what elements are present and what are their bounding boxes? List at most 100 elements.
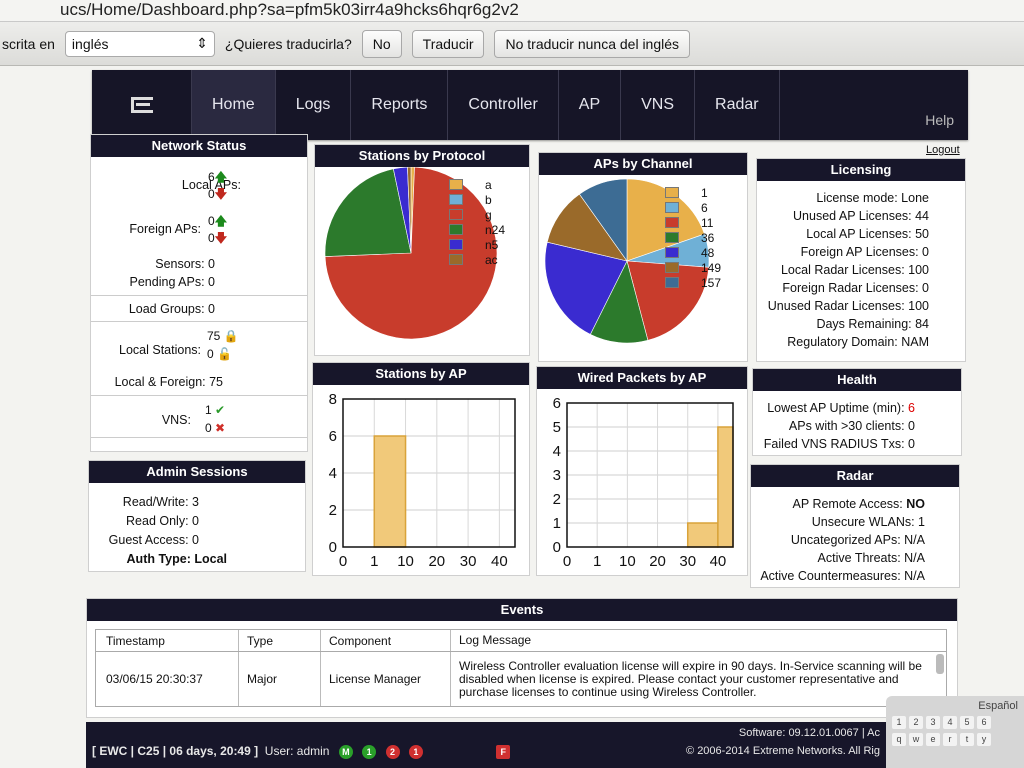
legend-swatch: [449, 209, 463, 220]
legend-item: b: [449, 192, 505, 207]
keyboard-key[interactable]: q: [892, 733, 906, 746]
event-timestamp: 03/06/15 20:30:37: [106, 672, 203, 686]
col-component[interactable]: Component: [320, 630, 450, 651]
foreign-aps-up-count: 0: [208, 214, 215, 228]
address-bar[interactable]: ucs/Home/Dashboard.php?sa=pfm5k03irr4a9h…: [0, 0, 1024, 22]
extreme-logo-icon: [130, 97, 153, 113]
legend-swatch: [449, 179, 463, 190]
legend-item: 6: [665, 200, 721, 215]
keyboard-key[interactable]: r: [943, 733, 957, 746]
logout-link[interactable]: Logout: [926, 144, 960, 156]
uptime-label: Lowest AP Uptime (min):: [767, 401, 905, 415]
wired-packets-title: Wired Packets by AP: [537, 367, 747, 389]
local-stations-locked-count: 75: [207, 329, 221, 343]
indicator-m-icon[interactable]: M: [338, 744, 353, 759]
legend-item: g: [449, 207, 505, 222]
nav-ap[interactable]: AP: [559, 70, 622, 140]
legend-swatch: [449, 254, 463, 265]
lock-icon: 🔒: [223, 329, 239, 343]
foreign-aps-down-count: 0: [208, 231, 215, 245]
events-panel: Events Timestamp Type Component Log Mess…: [86, 598, 958, 718]
clients-value: APs with >30 clients: 0: [788, 419, 915, 433]
sensors-value: Sensors: 0: [155, 257, 215, 271]
scrollbar[interactable]: [936, 654, 944, 674]
software-version: Software: 09.12.01.0067 | Ac: [738, 727, 880, 739]
indicator-red-icon[interactable]: 2: [385, 744, 400, 759]
y-tick-label: 4: [329, 465, 337, 482]
language-select[interactable]: inglés ⇕: [64, 30, 215, 57]
dashboard-page: Home Logs Reports Controller AP VNS Rada…: [0, 66, 1024, 768]
radius-value: Failed VNS RADIUS Txs: 0: [763, 437, 915, 451]
indicator-alert-icon[interactable]: 1: [408, 744, 423, 759]
table-row[interactable]: 03/06/15 20:30:37 Major License Manager …: [96, 652, 946, 706]
keyboard-key[interactable]: 4: [943, 716, 957, 729]
pie-slice-ac: [407, 167, 412, 254]
translate-button[interactable]: Traducir: [411, 29, 485, 58]
keyboard-key[interactable]: w: [909, 733, 923, 746]
x-tick-label: 0: [563, 553, 571, 570]
nav-logs[interactable]: Logs: [276, 70, 352, 140]
x-tick-label: 20: [649, 553, 666, 570]
keyboard-key[interactable]: 1: [892, 716, 906, 729]
flag-icon[interactable]: F: [496, 744, 511, 759]
keyboard-key[interactable]: 5: [960, 716, 974, 729]
nav-controller[interactable]: Controller: [448, 70, 559, 140]
keyboard-key[interactable]: y: [977, 733, 991, 746]
keyboard-key[interactable]: 2: [909, 716, 923, 729]
no-button[interactable]: No: [361, 29, 402, 58]
license-row: Local Radar Licenses: 100: [780, 263, 929, 277]
read-write-value: Read/Write: 3: [122, 495, 199, 509]
legend-item: 149: [665, 260, 721, 275]
radar-panel: Radar AP Remote Access: NO Unsecure WLAN…: [750, 464, 960, 588]
pie-slice-n24: [324, 168, 412, 257]
remote-access-value: NO: [906, 497, 925, 511]
pie-slice-11: [626, 260, 710, 341]
legend-label: a: [485, 177, 492, 192]
col-timestamp[interactable]: Timestamp: [106, 633, 165, 648]
col-log-message[interactable]: Log Message: [450, 630, 946, 651]
keyboard-key[interactable]: e: [926, 733, 940, 746]
auth-type-value: Auth Type: Local: [126, 552, 227, 566]
uptime-value: 6: [908, 401, 915, 415]
translate-question: ¿Quieres traducirla?: [224, 35, 352, 52]
legend-swatch: [665, 232, 679, 243]
nav-help[interactable]: Help: [925, 112, 954, 128]
foreign-aps-label: Foreign APs:: [129, 222, 201, 236]
wired-packets-chart: 0 1 2 3 4 5 6 0 1 10 20 30 40: [553, 395, 734, 570]
vns-label: VNS:: [161, 413, 191, 427]
keyboard-key[interactable]: t: [960, 733, 974, 746]
y-tick-label: 0: [329, 539, 337, 556]
legend-label: 149: [701, 260, 722, 275]
keyboard-key[interactable]: 3: [926, 716, 940, 729]
arrow-up-icon: 🡅: [214, 214, 228, 228]
logo[interactable]: [92, 70, 192, 140]
license-row: Foreign AP Licenses: 0: [800, 245, 929, 259]
col-type[interactable]: Type: [238, 630, 320, 651]
x-tick-label: 40: [710, 553, 727, 570]
y-tick-label: 6: [553, 395, 561, 412]
pending-aps-value: Pending APs: 0: [129, 275, 215, 289]
legend-item: 11: [665, 215, 721, 230]
indicator-green-icon[interactable]: 1: [362, 744, 377, 759]
nav-vns[interactable]: VNS: [621, 70, 696, 140]
health-title: Health: [753, 369, 961, 391]
license-row: Foreign Radar Licenses: 0: [782, 281, 929, 295]
nav-reports[interactable]: Reports: [351, 70, 449, 140]
stations-by-ap-panel: Stations by AP 0 2 4 6 8 0 1 10 20 30 40: [312, 362, 530, 576]
health-panel: Health Lowest AP Uptime (min): 6 APs wit…: [752, 368, 962, 456]
events-table: Timestamp Type Component Log Message 03/…: [95, 629, 947, 707]
y-tick-label: 6: [329, 428, 337, 445]
legend-swatch: [665, 247, 679, 258]
nav-radar[interactable]: Radar: [695, 70, 780, 140]
license-row: Days Remaining: 84: [816, 317, 929, 331]
legend-label: n5: [485, 237, 499, 252]
keyboard-key[interactable]: 6: [977, 716, 991, 729]
admin-sessions-panel: Admin Sessions Read/Write: 3 Read Only: …: [88, 460, 306, 572]
radar-title: Radar: [751, 465, 959, 487]
nav-home[interactable]: Home: [192, 70, 276, 140]
read-only-value: Read Only: 0: [126, 514, 199, 528]
x-tick-label: 20: [428, 553, 445, 570]
never-translate-button[interactable]: No traducir nunca del inglés: [494, 29, 691, 58]
legend-item: n5: [449, 237, 505, 252]
